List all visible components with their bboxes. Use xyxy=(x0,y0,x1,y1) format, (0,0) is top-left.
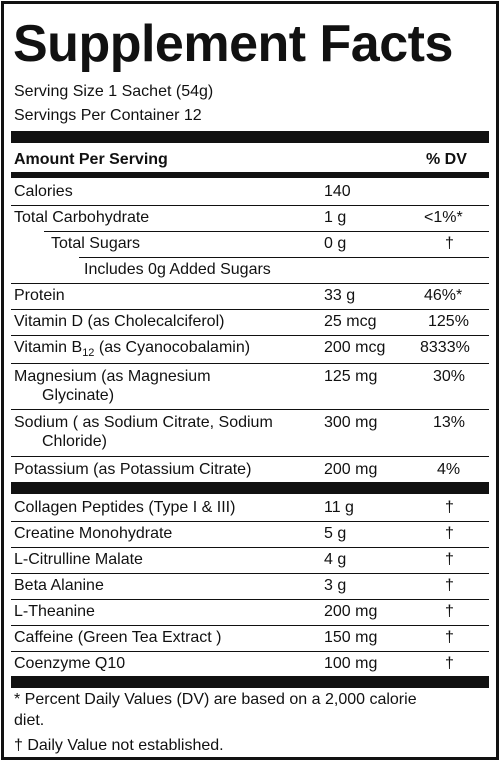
vitamin-b12-subscript: 12 xyxy=(82,347,95,359)
row-dv-sodium: 13% xyxy=(433,414,466,431)
row-rule xyxy=(11,363,489,364)
row-name-potassium: Potassium (as Potassium Citrate) xyxy=(14,461,252,478)
row-amount-theanine: 200 mg xyxy=(324,603,378,620)
row-rule xyxy=(11,573,489,574)
row-rule xyxy=(11,409,489,410)
row-name-collagen: Collagen Peptides (Type I & III) xyxy=(14,499,236,516)
thick-divider-top xyxy=(11,131,489,143)
row-dv-magnesium: 30% xyxy=(433,368,466,385)
row-name-magnesium-line2: Glycinate) xyxy=(42,387,115,404)
row-amount-total-carbohydrate: 1 g xyxy=(324,209,347,226)
row-rule xyxy=(11,205,489,206)
row-dv-coenzyme: † xyxy=(445,655,454,672)
row-name-protein: Protein xyxy=(14,287,65,304)
thick-divider-bottom xyxy=(11,676,489,688)
row-rule xyxy=(11,625,489,626)
row-rule xyxy=(11,309,489,310)
footnote-dv-line1: * Percent Daily Values (DV) are based on… xyxy=(14,691,417,708)
row-rule xyxy=(44,231,489,232)
row-rule xyxy=(11,599,489,600)
row-dv-vitamin-d: 125% xyxy=(428,313,469,330)
thick-divider-middle xyxy=(11,482,489,494)
vitamin-b12-source: (as Cyanocobalamin) xyxy=(94,339,251,356)
vitamin-b12-name: Vitamin B xyxy=(14,339,83,356)
row-amount-vitamin-b12: 200 mcg xyxy=(324,339,386,356)
footnote-dagger: † Daily Value not established. xyxy=(14,737,224,754)
row-name-total-sugars: Total Sugars xyxy=(51,235,140,252)
row-name-vitamin-d: Vitamin D (as Cholecalciferol) xyxy=(14,313,225,330)
row-rule xyxy=(11,521,489,522)
row-amount-magnesium: 125 mg xyxy=(324,368,378,385)
row-amount-beta-alanine: 3 g xyxy=(324,577,347,594)
row-rule xyxy=(11,547,489,548)
row-dv-collagen: † xyxy=(445,499,454,516)
footnote-dv-line2: diet. xyxy=(14,712,45,729)
row-name-calories: Calories xyxy=(14,183,73,200)
row-name-beta-alanine: Beta Alanine xyxy=(14,577,104,594)
row-amount-protein: 33 g xyxy=(324,287,356,304)
row-amount-total-sugars: 0 g xyxy=(324,235,347,252)
row-rule xyxy=(11,283,489,284)
row-name-sodium: Sodium ( as Sodium Citrate, Sodium xyxy=(14,414,273,431)
row-name-added-sugars: Includes 0g Added Sugars xyxy=(84,261,271,278)
row-amount-citrulline: 4 g xyxy=(324,551,347,568)
row-dv-total-sugars: † xyxy=(445,235,454,252)
medium-divider xyxy=(11,172,489,178)
row-amount-coenzyme: 100 mg xyxy=(324,655,378,672)
row-name-sodium-line2: Chloride) xyxy=(42,433,107,450)
row-name-citrulline: L-Citrulline Malate xyxy=(14,551,143,568)
row-dv-protein: 46%* xyxy=(424,287,463,304)
row-name-magnesium: Magnesium (as Magnesium xyxy=(14,368,211,385)
row-dv-citrulline: † xyxy=(445,551,454,568)
row-name-theanine: L-Theanine xyxy=(14,603,95,620)
row-dv-vitamin-b12: 8333% xyxy=(420,339,470,356)
row-amount-creatine: 5 g xyxy=(324,525,347,542)
row-amount-collagen: 11 g xyxy=(324,499,354,516)
row-rule xyxy=(11,456,489,457)
row-amount-sodium: 300 mg xyxy=(324,414,378,431)
servings-per-container: Servings Per Container 12 xyxy=(14,107,202,124)
row-dv-beta-alanine: † xyxy=(445,577,454,594)
row-amount-vitamin-d: 25 mcg xyxy=(324,313,377,330)
serving-size: Serving Size 1 Sachet (54g) xyxy=(14,83,214,100)
row-amount-potassium: 200 mg xyxy=(324,461,378,478)
dv-header: % DV xyxy=(426,151,467,168)
row-name-caffeine: Caffeine (Green Tea Extract ) xyxy=(14,629,222,646)
row-amount-calories: 140 xyxy=(324,183,351,200)
row-dv-total-carbohydrate: <1%* xyxy=(424,209,463,226)
panel-title: Supplement Facts xyxy=(13,15,453,73)
row-dv-potassium: 4% xyxy=(437,461,461,478)
row-name-coenzyme: Coenzyme Q10 xyxy=(14,655,126,672)
row-rule xyxy=(79,257,489,258)
row-rule xyxy=(11,335,489,336)
row-dv-theanine: † xyxy=(445,603,454,620)
row-dv-caffeine: † xyxy=(445,629,454,646)
row-name-creatine: Creatine Monohydrate xyxy=(14,525,173,542)
row-dv-creatine: † xyxy=(445,525,454,542)
amount-per-serving-header: Amount Per Serving xyxy=(14,151,168,168)
row-name-vitamin-b12: Vitamin B12 (as Cyanocobalamin) xyxy=(14,338,251,359)
row-rule xyxy=(11,651,489,652)
row-amount-caffeine: 150 mg xyxy=(324,629,378,646)
row-name-total-carbohydrate: Total Carbohydrate xyxy=(14,209,150,226)
